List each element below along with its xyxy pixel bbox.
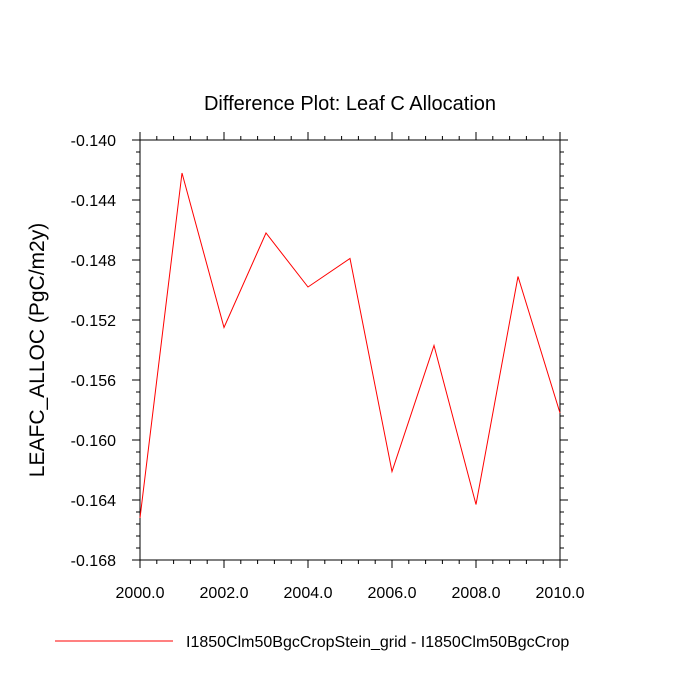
x-tick-labels: 2000.0 2002.0 2004.0 2006.0 2008.0 2010.0 (116, 585, 585, 602)
x-tick-label: 2010.0 (536, 585, 585, 602)
y-tick-label: -0.168 (71, 553, 116, 570)
series-layer (139, 172, 561, 519)
plot-frame (139, 139, 561, 561)
minor-ticks (136, 136, 564, 564)
y-tick-label: -0.164 (71, 493, 116, 510)
x-tick-label: 2004.0 (284, 585, 333, 602)
legend-label: I1850Clm50BgcCropStein_grid - I1850Clm50… (186, 634, 569, 651)
x-tick-label: 2006.0 (368, 585, 417, 602)
y-tick-label: -0.140 (71, 133, 116, 150)
y-tick-label: -0.148 (71, 253, 116, 270)
y-tick-label: -0.156 (71, 373, 116, 390)
x-tick-label: 2008.0 (452, 585, 501, 602)
x-tick-label: 2002.0 (200, 585, 249, 602)
y-tick-label: -0.144 (71, 193, 116, 210)
y-axis-label: LEAFC_ALLOC (PgC/m2y) (26, 223, 49, 477)
y-tick-label: -0.160 (71, 433, 116, 450)
y-tick-label: -0.152 (71, 313, 116, 330)
x-tick-label: 2000.0 (116, 585, 165, 602)
series-line (139, 172, 561, 519)
y-tick-labels: -0.140 -0.144 -0.148 -0.152 -0.156 -0.160 -0.1… (71, 133, 116, 570)
legend: I1850Clm50BgcCropStein_grid - I1850Clm50… (55, 634, 569, 651)
major-ticks (132, 132, 568, 568)
chart-title: Difference Plot: Leaf C Allocation (204, 93, 496, 115)
